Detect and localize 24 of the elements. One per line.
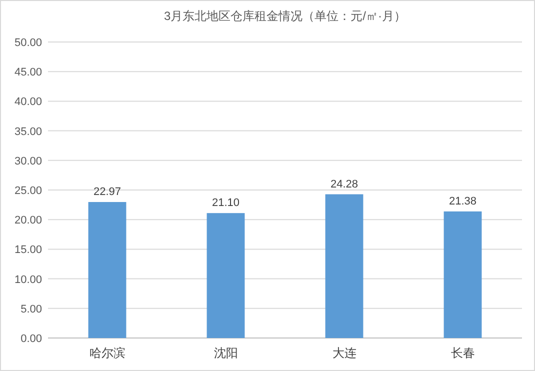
data-label: 22.97 [93,186,122,198]
data-label: 24.28 [330,178,358,190]
data-label: 21.10 [212,197,240,210]
x-tick-label: 大连 [332,346,356,360]
x-tick-label: 沈阳 [214,346,238,360]
bar [325,194,364,338]
bar [88,202,126,338]
bar [444,211,482,338]
y-tick-label: 50.00 [14,37,42,49]
bar [206,213,245,338]
y-tick-label: 30.00 [14,155,42,168]
y-tick-label: 25.00 [14,185,42,197]
x-tick-label: 长春 [450,346,475,360]
y-tick-label: 45.00 [14,66,42,79]
y-tick-label: 35.00 [14,126,42,138]
data-label: 21.38 [448,195,477,208]
y-tick-label: 0.00 [20,333,42,345]
y-tick-label: 5.00 [20,303,42,316]
x-tick-label: 哈尔滨 [89,346,126,360]
y-tick-label: 40.00 [14,96,42,108]
y-tick-label: 15.00 [14,244,42,256]
chart-title: 3月东北地区仓库租金情况（单位：元/㎡·月） [164,9,406,23]
y-tick-label: 20.00 [14,214,42,227]
y-tick-label: 10.00 [14,274,42,286]
